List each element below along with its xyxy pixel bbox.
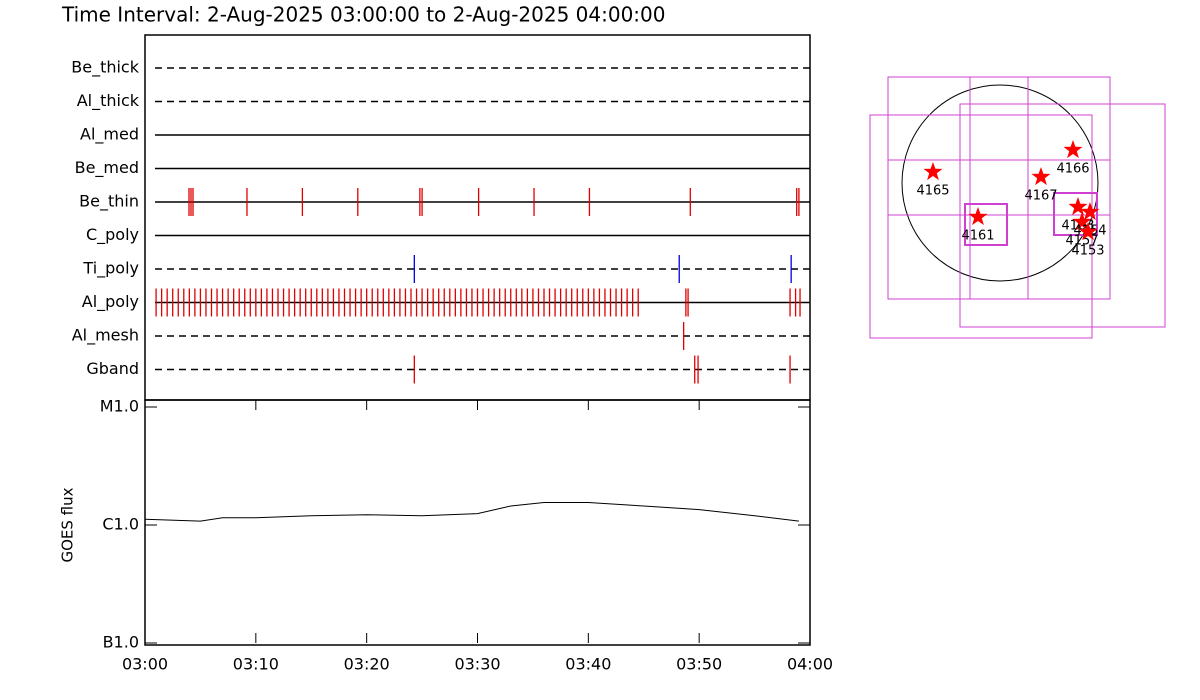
- region-label: 4166: [1056, 162, 1089, 177]
- x-tick-label: 03:40: [565, 655, 611, 674]
- region-star: [1080, 202, 1100, 221]
- row-label: C_poly: [86, 225, 139, 245]
- y-tick-label: M1.0: [100, 397, 139, 416]
- x-tick-label: 04:00: [787, 655, 833, 674]
- row-label: Ti_poly: [82, 259, 139, 279]
- fov-box: [887, 76, 1111, 300]
- x-tick-label: 03:10: [233, 655, 279, 674]
- region-label: 4165: [916, 184, 949, 199]
- row-label: Gband: [86, 359, 139, 378]
- y-tick-label: B1.0: [103, 633, 139, 652]
- x-tick-label: 03:00: [122, 655, 168, 674]
- y-tick-label: C1.0: [102, 515, 139, 534]
- goes-line: [144, 502, 799, 522]
- region-star: [923, 162, 943, 181]
- fov-box: [1053, 192, 1098, 236]
- row-label: Al_thick: [77, 91, 140, 111]
- y-axis-label: GOES flux: [59, 487, 77, 562]
- fov-box: [869, 114, 1093, 339]
- row-label: Be_thick: [71, 58, 139, 78]
- row-label: Al_mesh: [72, 326, 139, 346]
- chart-title: Time Interval: 2-Aug-2025 03:00:00 to 2-…: [61, 3, 666, 27]
- timeline-frame: [144, 34, 811, 401]
- region-star: [1031, 167, 1051, 186]
- fov-box: [964, 203, 1008, 246]
- region-star: [1078, 222, 1098, 241]
- row-label: Be_thin: [79, 192, 139, 212]
- x-tick-label: 03:30: [454, 655, 500, 674]
- region-star: [1072, 212, 1092, 231]
- x-tick-label: 03:50: [676, 655, 722, 674]
- region-label: 4167: [1024, 189, 1057, 204]
- region-star: [1068, 197, 1088, 216]
- context-map: [869, 76, 1166, 339]
- fov-box: [959, 103, 1166, 328]
- region-star: [1063, 140, 1083, 159]
- goes-frame: [144, 399, 811, 646]
- region-star: [968, 207, 988, 226]
- region-label: 4161: [961, 229, 994, 244]
- row-label: Al_poly: [82, 292, 139, 312]
- x-tick-label: 03:20: [344, 655, 390, 674]
- row-label: Be_med: [75, 158, 139, 178]
- region-label: 4153: [1071, 244, 1104, 259]
- row-label: Al_med: [80, 125, 139, 145]
- solar-disk: [901, 84, 1099, 282]
